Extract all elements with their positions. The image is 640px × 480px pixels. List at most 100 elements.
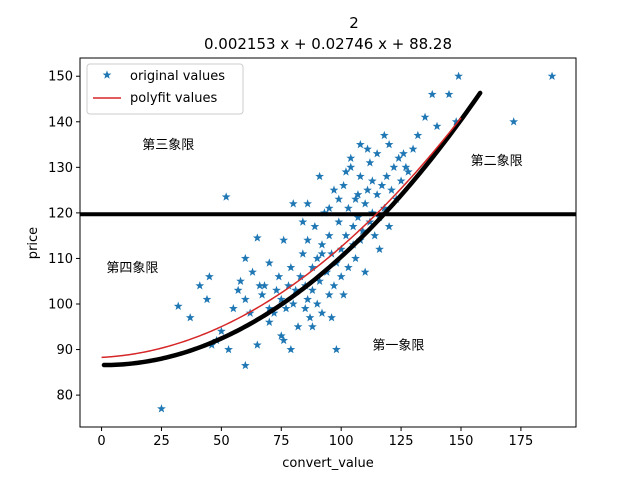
scatter-point xyxy=(547,71,557,80)
legend-entry-original: original values xyxy=(130,69,225,84)
scatter-point xyxy=(264,317,274,326)
scatter-point xyxy=(205,272,214,281)
scatter-point xyxy=(288,199,298,208)
scatter-point xyxy=(401,162,411,172)
scatter-point xyxy=(372,190,382,199)
scatter-point xyxy=(379,130,389,140)
scatter-point xyxy=(303,199,313,208)
polyfit-line xyxy=(101,117,462,359)
scatter-point xyxy=(308,285,317,295)
scatter-point xyxy=(305,313,315,322)
scatter-point xyxy=(351,253,360,263)
scatter-point xyxy=(255,281,265,290)
scatter-point xyxy=(372,149,382,158)
scatter-point xyxy=(451,117,461,126)
scatter-point xyxy=(324,203,334,213)
scatter-point xyxy=(363,185,372,194)
scatter-point xyxy=(355,139,365,149)
scatter-point xyxy=(367,176,377,185)
scatter-point xyxy=(195,281,205,290)
x-tick-label: 175 xyxy=(508,434,533,449)
scatter-point xyxy=(387,185,396,194)
x-tick-label: 25 xyxy=(153,434,170,449)
scatter-point xyxy=(382,171,392,181)
scatter-point xyxy=(233,285,243,295)
y-tick-label: 90 xyxy=(56,343,73,358)
scatter-point xyxy=(351,194,360,203)
thick-fit-curve xyxy=(101,90,483,368)
scatter-point xyxy=(284,281,293,290)
scatter-point xyxy=(329,281,339,290)
scatter-point xyxy=(276,294,286,304)
scatter-point xyxy=(324,231,334,240)
scatter-point xyxy=(454,71,463,80)
scatter-point xyxy=(293,322,303,331)
scatter-point xyxy=(403,167,413,176)
y-axis-label: price xyxy=(26,227,41,259)
scatter-point xyxy=(296,272,305,281)
quadrant-label: 第二象限 xyxy=(471,154,523,169)
x-tick-label: 75 xyxy=(273,434,290,449)
scatter-point xyxy=(315,276,324,285)
scatter-point xyxy=(336,272,346,281)
scatter-point xyxy=(312,299,322,308)
scatter-point xyxy=(272,285,281,295)
scatter-point xyxy=(329,185,339,194)
scatter-point xyxy=(384,139,394,149)
y-tick-label: 150 xyxy=(48,70,73,85)
axis-ticks: 0 25 50 75 100 125 150 175 80 90 100 110 120 130 140 15… xyxy=(48,70,533,449)
scatter-point xyxy=(281,303,291,313)
scatter-point xyxy=(252,233,262,242)
scatter-point xyxy=(324,290,334,299)
scatter-point xyxy=(358,226,368,235)
scatter-point xyxy=(240,294,250,304)
scatter-point xyxy=(355,171,365,181)
scatter-point xyxy=(339,290,348,299)
scatter-point xyxy=(221,192,231,201)
scatter-point xyxy=(365,158,375,167)
scatter-point xyxy=(217,326,226,336)
scatter-point xyxy=(341,167,351,176)
scatter-point xyxy=(413,130,423,140)
y-tick-label: 100 xyxy=(48,298,73,313)
scatter-point xyxy=(185,313,195,322)
x-tick-label: 150 xyxy=(449,434,474,449)
scatter-point xyxy=(332,344,341,354)
scatter-point xyxy=(300,303,310,313)
scatter-point xyxy=(348,221,358,231)
scatter-point xyxy=(264,258,274,267)
scatter-point xyxy=(308,322,317,331)
scatter-point xyxy=(264,303,274,313)
scatter-point xyxy=(420,112,430,121)
scatter-point xyxy=(269,308,279,317)
scatter-point xyxy=(317,249,327,258)
scatter-point xyxy=(173,301,183,310)
scatter-point xyxy=(288,299,298,308)
scatter-point xyxy=(341,231,351,240)
scatter-point xyxy=(248,267,257,276)
scatter-point xyxy=(432,121,442,131)
scatter-point xyxy=(327,249,336,258)
x-tick-label: 100 xyxy=(329,434,354,449)
scatter-point xyxy=(389,162,399,172)
scatter-point xyxy=(228,303,238,313)
scatter-point xyxy=(408,144,418,153)
scatter-point xyxy=(346,162,356,172)
legend-star xyxy=(102,70,112,79)
scatter-point xyxy=(343,203,353,213)
plot-area xyxy=(80,71,576,413)
scatter-point xyxy=(343,262,353,272)
scatter-point xyxy=(240,360,250,370)
chart-subtitle: 0.002153 x + 0.02746 x + 88.28 xyxy=(204,35,452,53)
scatter-point xyxy=(312,253,322,263)
scatter-point xyxy=(384,221,394,231)
scatter-point xyxy=(291,285,301,295)
scatter-point xyxy=(353,212,363,222)
scatter-point xyxy=(274,272,284,281)
scatter-point xyxy=(444,89,454,99)
scatter-point xyxy=(399,149,408,158)
legend-box xyxy=(86,63,244,115)
scatter-point xyxy=(360,267,370,276)
